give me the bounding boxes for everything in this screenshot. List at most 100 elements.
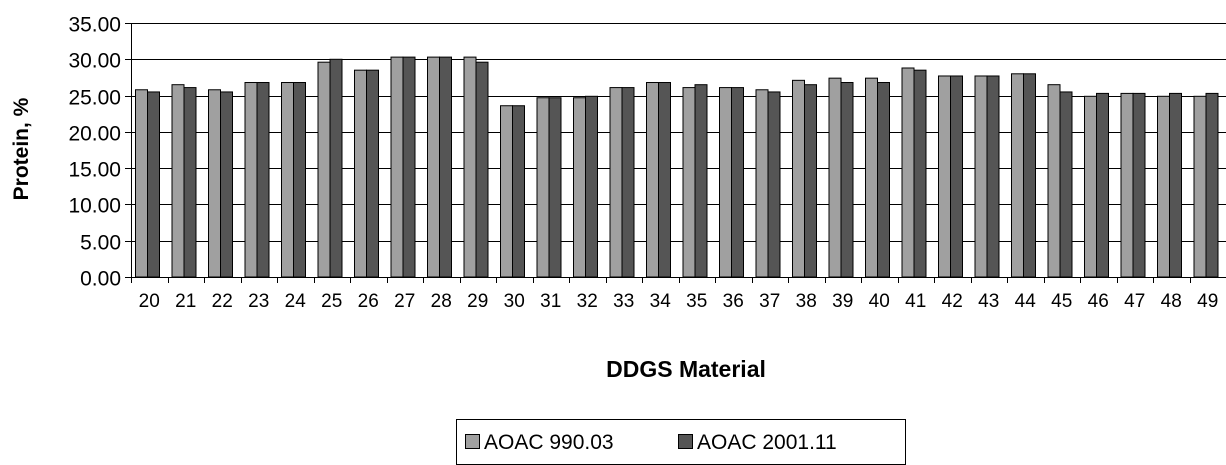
x-tick-label: 39 xyxy=(832,291,853,312)
axes xyxy=(125,23,1226,283)
x-tick-label: 32 xyxy=(577,291,598,312)
x-tick-label: 42 xyxy=(942,291,963,312)
y-tick-label: 35.00 xyxy=(68,14,121,37)
bar-aoac-2001-11-45 xyxy=(1059,91,1073,278)
x-tick-label: 31 xyxy=(540,291,561,312)
x-tick-label: 40 xyxy=(869,291,890,312)
bar-aoac-990-03-44 xyxy=(1011,73,1024,278)
y-tick-label: 15.00 xyxy=(68,159,121,182)
bar-aoac-990-03-36 xyxy=(719,87,732,278)
bar-aoac-990-03-48 xyxy=(1157,95,1170,278)
bar-aoac-2001-11-40 xyxy=(877,82,890,278)
bar-aoac-2001-11-23 xyxy=(256,82,270,278)
gridlines xyxy=(131,23,1226,242)
bar-aoac-990-03-34 xyxy=(646,82,659,278)
bar-aoac-990-03-42 xyxy=(938,75,951,278)
bar-aoac-990-03-31 xyxy=(536,97,550,278)
bar-aoac-2001-11-49 xyxy=(1205,92,1219,278)
x-tick-label: 44 xyxy=(1015,291,1037,312)
x-tick-label: 48 xyxy=(1161,291,1182,312)
x-tick-label: 47 xyxy=(1124,291,1145,312)
bar-aoac-2001-11-31 xyxy=(548,97,562,278)
bar-aoac-990-03-41 xyxy=(901,67,915,278)
x-tick-label: 34 xyxy=(650,291,672,312)
x-tick-label: 28 xyxy=(431,291,452,312)
x-tick-label: 21 xyxy=(175,291,196,312)
y-tick-label: 20.00 xyxy=(68,123,121,146)
bar-aoac-990-03-23 xyxy=(244,82,258,278)
x-tick-label: 35 xyxy=(686,291,707,312)
bars xyxy=(135,56,1219,278)
bar-aoac-990-03-29 xyxy=(463,56,477,278)
x-tick-label: 22 xyxy=(212,291,233,312)
bar-aoac-990-03-30 xyxy=(500,105,513,278)
y-tick-label: 30.00 xyxy=(68,50,121,73)
bar-aoac-2001-11-44 xyxy=(1023,73,1036,278)
bar-aoac-990-03-35 xyxy=(682,87,696,278)
x-tick-labels: 20 21 22 23 24 25 26 27 28 29 30 31 32 33 34 35 36 37 38 39… xyxy=(139,291,1219,312)
bar-aoac-990-03-32 xyxy=(573,97,586,278)
bar-aoac-990-03-46 xyxy=(1084,95,1097,278)
bar-aoac-2001-11-39 xyxy=(840,82,854,278)
bar-aoac-2001-11-38 xyxy=(804,84,817,278)
bar-aoac-990-03-43 xyxy=(974,75,988,278)
bar-aoac-990-03-39 xyxy=(828,77,842,278)
bar-aoac-2001-11-21 xyxy=(183,87,197,278)
bar-aoac-2001-11-46 xyxy=(1096,92,1109,278)
bar-aoac-2001-11-43 xyxy=(986,75,1000,278)
y-tick-label: 25.00 xyxy=(68,87,121,110)
bar-aoac-990-03-38 xyxy=(792,79,805,278)
x-tick-label: 49 xyxy=(1197,291,1218,312)
bar-aoac-2001-11-22 xyxy=(220,91,233,278)
bar-aoac-2001-11-47 xyxy=(1132,92,1146,278)
x-tick-label: 30 xyxy=(504,291,525,312)
bar-aoac-990-03-21 xyxy=(171,84,185,278)
legend-label-aoac-990-03: AOAC 990.03 xyxy=(484,431,614,454)
bar-aoac-2001-11-48 xyxy=(1169,92,1182,278)
legend: AOAC 990.03 AOAC 2001.11 xyxy=(456,419,906,465)
bar-aoac-990-03-27 xyxy=(390,56,404,278)
bar-aoac-2001-11-27 xyxy=(402,56,416,278)
bar-aoac-2001-11-37 xyxy=(767,91,781,278)
bar-aoac-2001-11-25 xyxy=(329,58,343,278)
bar-aoac-990-03-37 xyxy=(755,89,769,278)
legend-swatch-aoac-2001-11 xyxy=(678,434,693,449)
bar-aoac-2001-11-28 xyxy=(439,56,452,278)
x-tick-label: 33 xyxy=(613,291,634,312)
y-tick-label: 10.00 xyxy=(68,195,121,218)
bar-aoac-990-03-45 xyxy=(1047,84,1061,278)
x-tick-label: 20 xyxy=(139,291,160,312)
y-tick-label: 5.00 xyxy=(80,232,121,255)
x-tick-label: 45 xyxy=(1051,291,1072,312)
bar-aoac-990-03-40 xyxy=(865,77,878,278)
x-tick-label: 25 xyxy=(321,291,342,312)
y-tick-label: 0.00 xyxy=(80,268,121,291)
x-tick-label: 23 xyxy=(248,291,269,312)
bar-aoac-2001-11-33 xyxy=(621,87,635,278)
x-tick-label: 27 xyxy=(394,291,415,312)
y-axis-label: Protein, % xyxy=(10,97,33,200)
x-tick-label: 43 xyxy=(978,291,999,312)
x-tick-label: 41 xyxy=(905,291,926,312)
bar-aoac-2001-11-20 xyxy=(147,91,160,278)
x-tick-label: 26 xyxy=(358,291,379,312)
x-tick-label: 36 xyxy=(723,291,744,312)
bar-aoac-990-03-22 xyxy=(208,89,221,278)
y-tick-labels: 0.00 5.00 10.00 15.00 20.00 25.00 30.00 35.00 xyxy=(68,14,121,291)
bar-aoac-2001-11-30 xyxy=(512,105,525,278)
x-tick-label: 24 xyxy=(285,291,307,312)
x-tick-label: 29 xyxy=(467,291,488,312)
bar-aoac-2001-11-29 xyxy=(475,61,489,278)
bar-aoac-990-03-20 xyxy=(135,89,148,278)
legend-label-aoac-2001-11: AOAC 2001.11 xyxy=(697,431,837,454)
bar-aoac-2001-11-41 xyxy=(913,69,927,278)
x-tick-label: 37 xyxy=(759,291,780,312)
bar-aoac-990-03-25 xyxy=(317,61,331,278)
bar-aoac-2001-11-35 xyxy=(694,84,708,278)
x-tick-label: 38 xyxy=(796,291,817,312)
bar-aoac-990-03-49 xyxy=(1193,95,1207,278)
bar-aoac-2001-11-32 xyxy=(585,95,598,278)
bar-aoac-990-03-26 xyxy=(354,69,367,278)
